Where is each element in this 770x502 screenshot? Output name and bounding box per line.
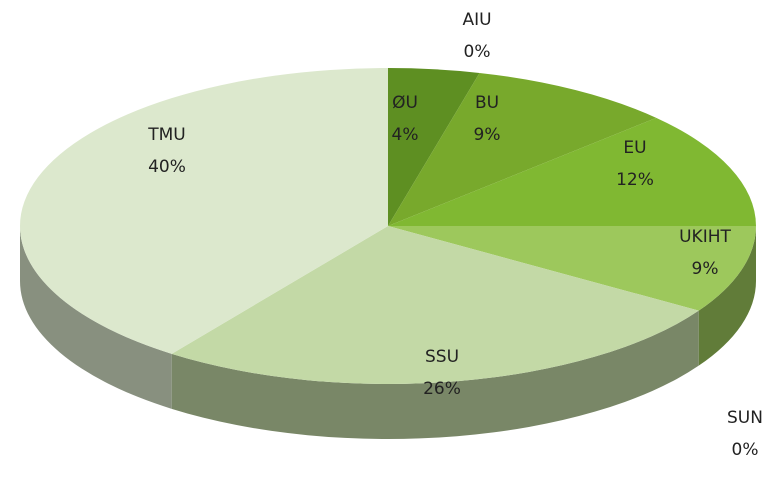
slice bbox=[171, 226, 699, 384]
slice bbox=[388, 117, 756, 226]
slice bbox=[388, 226, 756, 311]
slice-value-label: 4% bbox=[392, 125, 419, 145]
slice-label: BU bbox=[475, 93, 499, 113]
slice-label: SUN bbox=[727, 408, 763, 428]
slice-value-label: 9% bbox=[692, 259, 719, 279]
slice-value-label: 0% bbox=[464, 42, 491, 62]
slice-value-label: 0% bbox=[732, 440, 759, 460]
slice-label: TMU bbox=[147, 125, 186, 145]
slice bbox=[388, 72, 657, 226]
slice-side bbox=[20, 226, 172, 409]
slice-label: EU bbox=[623, 138, 646, 158]
slice-label: SSU bbox=[425, 347, 459, 367]
slice-label: AIU bbox=[462, 10, 491, 30]
slice bbox=[19, 67, 389, 354]
slice-side bbox=[698, 226, 756, 366]
slice-value-label: 40% bbox=[148, 157, 186, 177]
slice-label: ØU bbox=[392, 93, 418, 113]
slice-value-label: 26% bbox=[423, 379, 461, 399]
slice-side bbox=[171, 310, 699, 439]
slice-value-label: 9% bbox=[474, 125, 501, 145]
slice-value-label: 12% bbox=[616, 170, 654, 190]
slice-label: UKIHT bbox=[679, 227, 731, 247]
slice bbox=[388, 68, 480, 226]
